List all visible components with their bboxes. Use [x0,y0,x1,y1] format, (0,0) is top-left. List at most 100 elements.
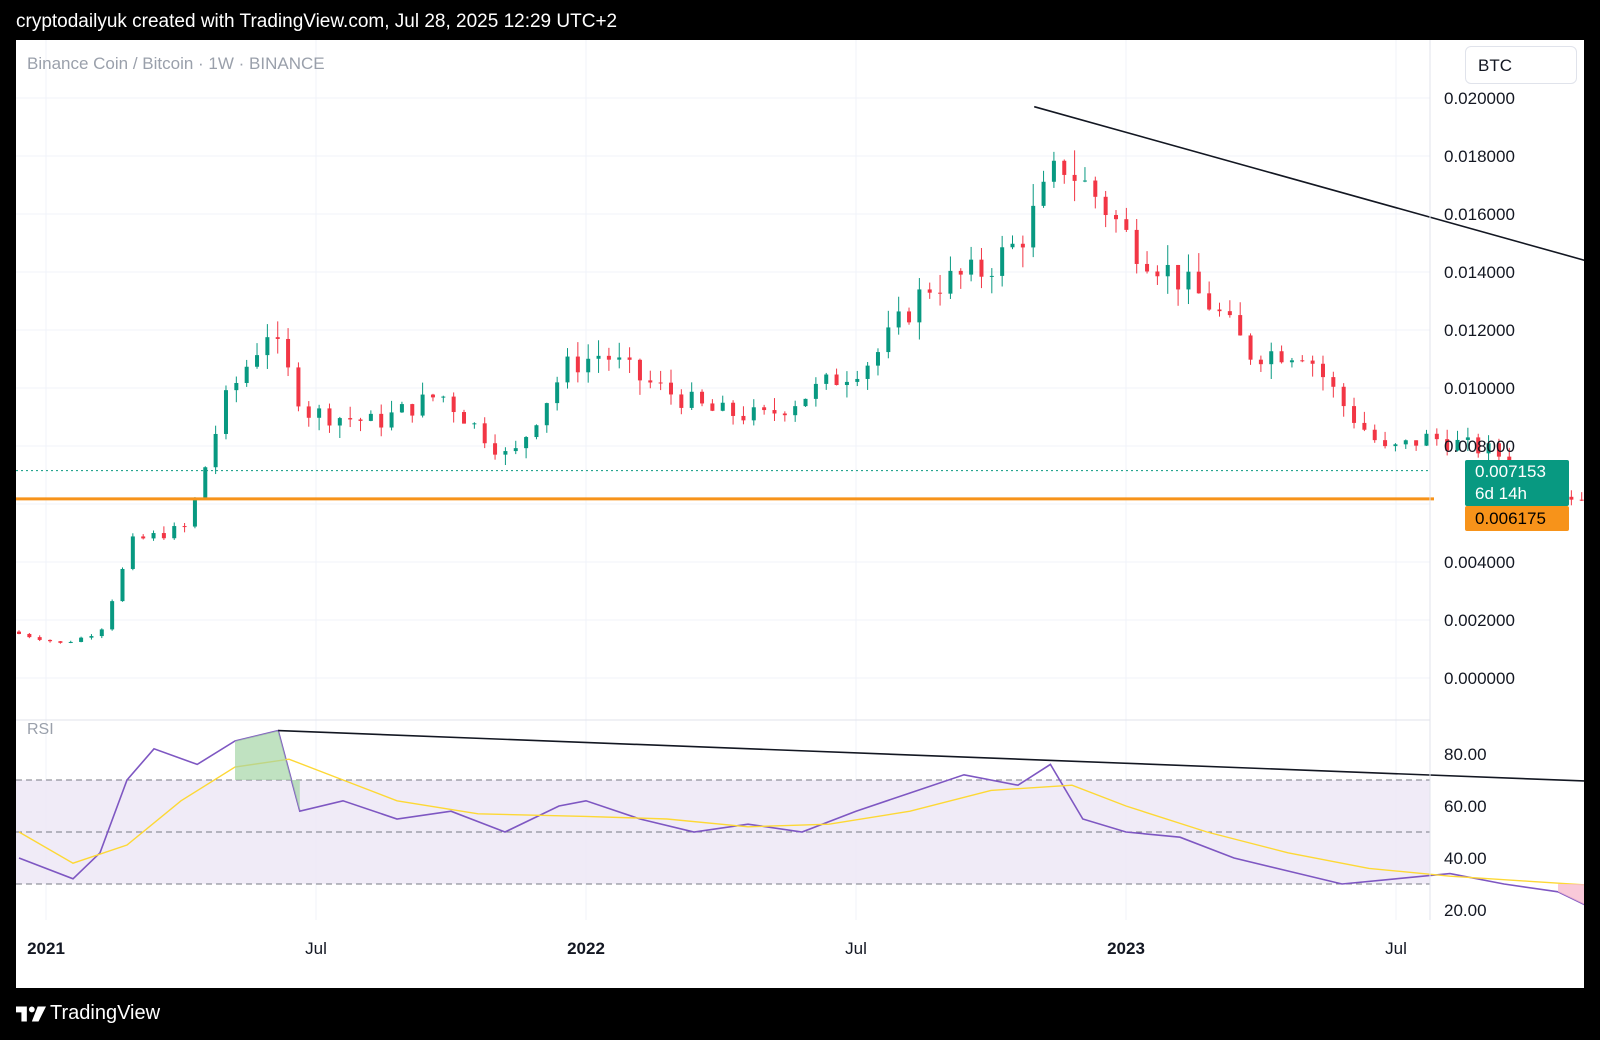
candle-body [1258,359,1263,365]
candle-body [172,526,177,539]
attribution-text: cryptodailyuk created with TradingView.c… [16,11,618,32]
rsi-line [18,729,1584,906]
candle-body [48,639,53,642]
candle-body [317,408,322,418]
candle-body [1476,437,1481,454]
candle-body [203,467,208,499]
rsi-tick-label: 40.00 [1444,849,1487,868]
candle-body [286,338,291,368]
candle-body [555,382,560,404]
candle-body [1000,247,1005,276]
candle-body [275,337,280,339]
price-tick-label: 0.020000 [1444,89,1515,108]
candle-body [948,270,953,294]
candle-body [1269,351,1274,365]
horizontal-level-tag: 0.006175 [1465,506,1569,531]
candle-body [1020,243,1025,248]
price-tick-label: 0.000000 [1444,669,1515,688]
candle-body [979,259,984,277]
candle-body [1238,315,1243,336]
candle-body [296,367,301,407]
candle-body [306,406,311,418]
candle-body [1041,181,1046,206]
candle-body [337,418,342,426]
candle-body [1176,264,1181,290]
candle-body [513,448,518,452]
candle-body [907,311,912,323]
candle-body [1145,263,1150,272]
candle-body [1579,499,1584,501]
candle-body [637,359,642,381]
bar-countdown: 6d 14h [1475,484,1527,503]
candle-body [741,415,746,421]
candle-body [27,633,32,638]
x-tick-label: 2021 [27,939,65,958]
candle-body [1383,440,1388,447]
candle-body [762,407,767,411]
candle-body [596,355,601,359]
candle-body [1248,335,1253,360]
rsi-tick-label: 60.00 [1444,797,1487,816]
candle-body [389,412,394,428]
candle-body [886,327,891,353]
candle-body [1424,433,1429,446]
candle-body [1455,439,1460,451]
candle-body [689,391,694,408]
candle-body [1403,440,1408,445]
price-and-rsi-chart[interactable]: 2021Jul2022Jul2023Jul2024Jul2025Jul20260… [16,40,1584,988]
candle-body [648,380,653,383]
candle-body [120,568,125,602]
candle-body [1051,160,1056,182]
candle-body [1031,205,1036,248]
candle-body [1341,386,1346,407]
candle-body [1569,496,1574,500]
rsi-tick-label: 80.00 [1444,745,1487,764]
footer-brand[interactable]: TradingView [50,1002,161,1024]
candle-body [1372,429,1377,441]
candle-body [855,378,860,382]
candle-body [68,641,73,643]
candle-body [720,402,725,411]
candle-body [1496,443,1501,457]
candle-body [482,423,487,444]
candle-body [544,403,549,426]
candle-body [503,451,508,455]
currency-unit-button[interactable]: BTC [1465,46,1577,84]
candle-body [896,311,901,328]
candle-body [182,526,187,528]
candle-body [731,402,736,416]
candle-body [938,292,943,294]
current-price-tag: 0.007153 6d 14h [1465,460,1569,506]
candle-body [958,270,963,275]
candle-body [1362,422,1367,430]
x-tick-label: Jul [1385,939,1407,958]
candle-body [192,498,197,527]
rsi-trendline [278,729,1584,782]
candle-body [379,413,384,428]
candle-body [606,355,611,360]
candle-body [803,398,808,407]
candle-body [1062,160,1067,175]
candle-body [410,404,415,416]
candle-body [1124,219,1129,230]
candle-body [813,383,818,399]
candle-body [223,390,228,434]
candle-body [368,413,373,421]
candle-body [565,356,570,383]
candle-body [462,412,467,424]
chart-frame[interactable]: 2021Jul2022Jul2023Jul2024Jul2025Jul20260… [16,40,1584,988]
candle-body [151,533,156,539]
candle-body [1082,180,1087,182]
candle-body [772,410,777,414]
candle-body [1093,180,1098,197]
candle-body [493,443,498,455]
rsi-band [16,779,1430,885]
candle-body [1196,271,1201,294]
candle-body [451,396,456,413]
candle-body [265,337,270,356]
footer-bar [0,988,1600,1040]
rsi-oversold-fill [1558,884,1584,905]
candle-body [1134,229,1139,264]
candle-body [1414,440,1419,446]
candle-body [1486,443,1491,454]
